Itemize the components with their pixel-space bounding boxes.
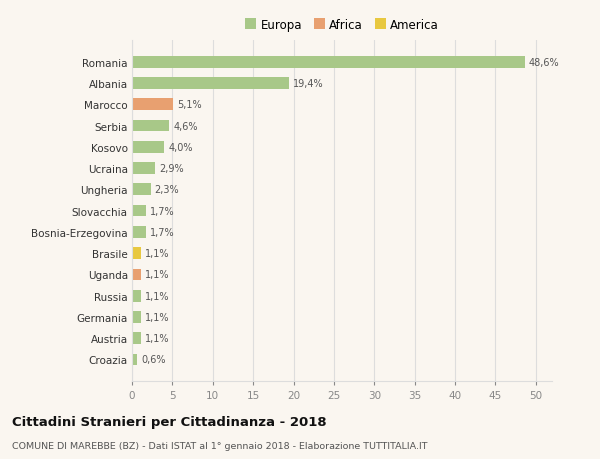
Text: 2,9%: 2,9% [160, 164, 184, 174]
Bar [132, 354, 137, 365]
Text: 1,7%: 1,7% [150, 227, 175, 237]
Bar [132, 205, 146, 217]
Text: 1,7%: 1,7% [150, 206, 175, 216]
Bar [132, 227, 146, 238]
Bar [132, 99, 173, 111]
Bar [132, 184, 151, 196]
Text: 1,1%: 1,1% [145, 334, 169, 343]
Text: 1,1%: 1,1% [145, 249, 169, 258]
Bar [132, 269, 141, 280]
Text: Cittadini Stranieri per Cittadinanza - 2018: Cittadini Stranieri per Cittadinanza - 2… [12, 415, 326, 428]
Text: 4,6%: 4,6% [173, 121, 197, 131]
Text: 1,1%: 1,1% [145, 270, 169, 280]
Text: 0,6%: 0,6% [141, 355, 166, 365]
Text: 4,0%: 4,0% [169, 142, 193, 152]
Bar [132, 311, 141, 323]
Text: 1,1%: 1,1% [145, 312, 169, 322]
Bar [132, 57, 524, 68]
Legend: Europa, Africa, America: Europa, Africa, America [245, 19, 439, 32]
Text: 5,1%: 5,1% [177, 100, 202, 110]
Bar [132, 120, 169, 132]
Bar [132, 142, 164, 153]
Text: 48,6%: 48,6% [529, 57, 559, 67]
Bar [132, 290, 141, 302]
Bar [132, 248, 141, 259]
Bar [132, 333, 141, 344]
Text: 1,1%: 1,1% [145, 291, 169, 301]
Bar [132, 78, 289, 90]
Text: COMUNE DI MAREBBE (BZ) - Dati ISTAT al 1° gennaio 2018 - Elaborazione TUTTITALIA: COMUNE DI MAREBBE (BZ) - Dati ISTAT al 1… [12, 441, 427, 450]
Text: 2,3%: 2,3% [155, 185, 179, 195]
Text: 19,4%: 19,4% [293, 79, 323, 89]
Bar [132, 163, 155, 174]
